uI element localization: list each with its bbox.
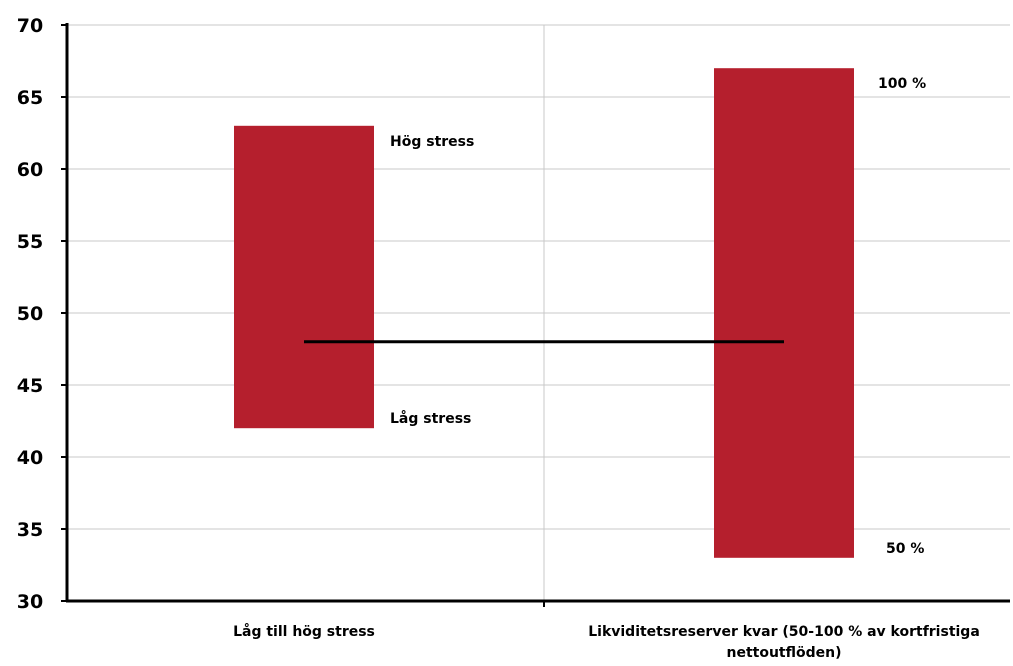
y-tick-label-30: 30 bbox=[17, 591, 43, 613]
range-1-low-label: Låg stress bbox=[390, 410, 471, 427]
range-bar-1 bbox=[234, 125, 374, 429]
y-tick-label-70: 70 bbox=[17, 15, 43, 37]
range-annotations: Hög stress Låg stress 100 % 50 % bbox=[390, 76, 926, 557]
y-tick-label-65: 65 bbox=[17, 87, 43, 109]
y-tick-label-50: 50 bbox=[17, 303, 43, 325]
gridlines bbox=[67, 24, 1010, 601]
range-2-low-label: 50 % bbox=[886, 541, 924, 557]
range-bar-2 bbox=[714, 68, 854, 558]
category-labels: Låg till hög stress Likviditetsreserver k… bbox=[233, 623, 980, 661]
y-tick-label-60: 60 bbox=[17, 159, 43, 181]
y-tick-label-45: 45 bbox=[17, 375, 43, 397]
category-label-1: Låg till hög stress bbox=[233, 623, 375, 640]
y-tick-label-35: 35 bbox=[17, 519, 43, 541]
category-label-2-line-2: nettoutflöden) bbox=[726, 645, 841, 661]
range-bars bbox=[234, 68, 854, 558]
y-tick-label-55: 55 bbox=[17, 231, 43, 253]
y-tick-labels: 30 35 40 45 50 55 60 65 70 bbox=[17, 15, 43, 613]
axes bbox=[61, 23, 1010, 607]
category-label-2-line-1: Likviditetsreserver kvar (50-100 % av ko… bbox=[588, 624, 980, 640]
range-1-high-label: Hög stress bbox=[390, 134, 474, 150]
range-2-high-label: 100 % bbox=[878, 76, 926, 92]
y-tick-label-40: 40 bbox=[17, 447, 43, 469]
